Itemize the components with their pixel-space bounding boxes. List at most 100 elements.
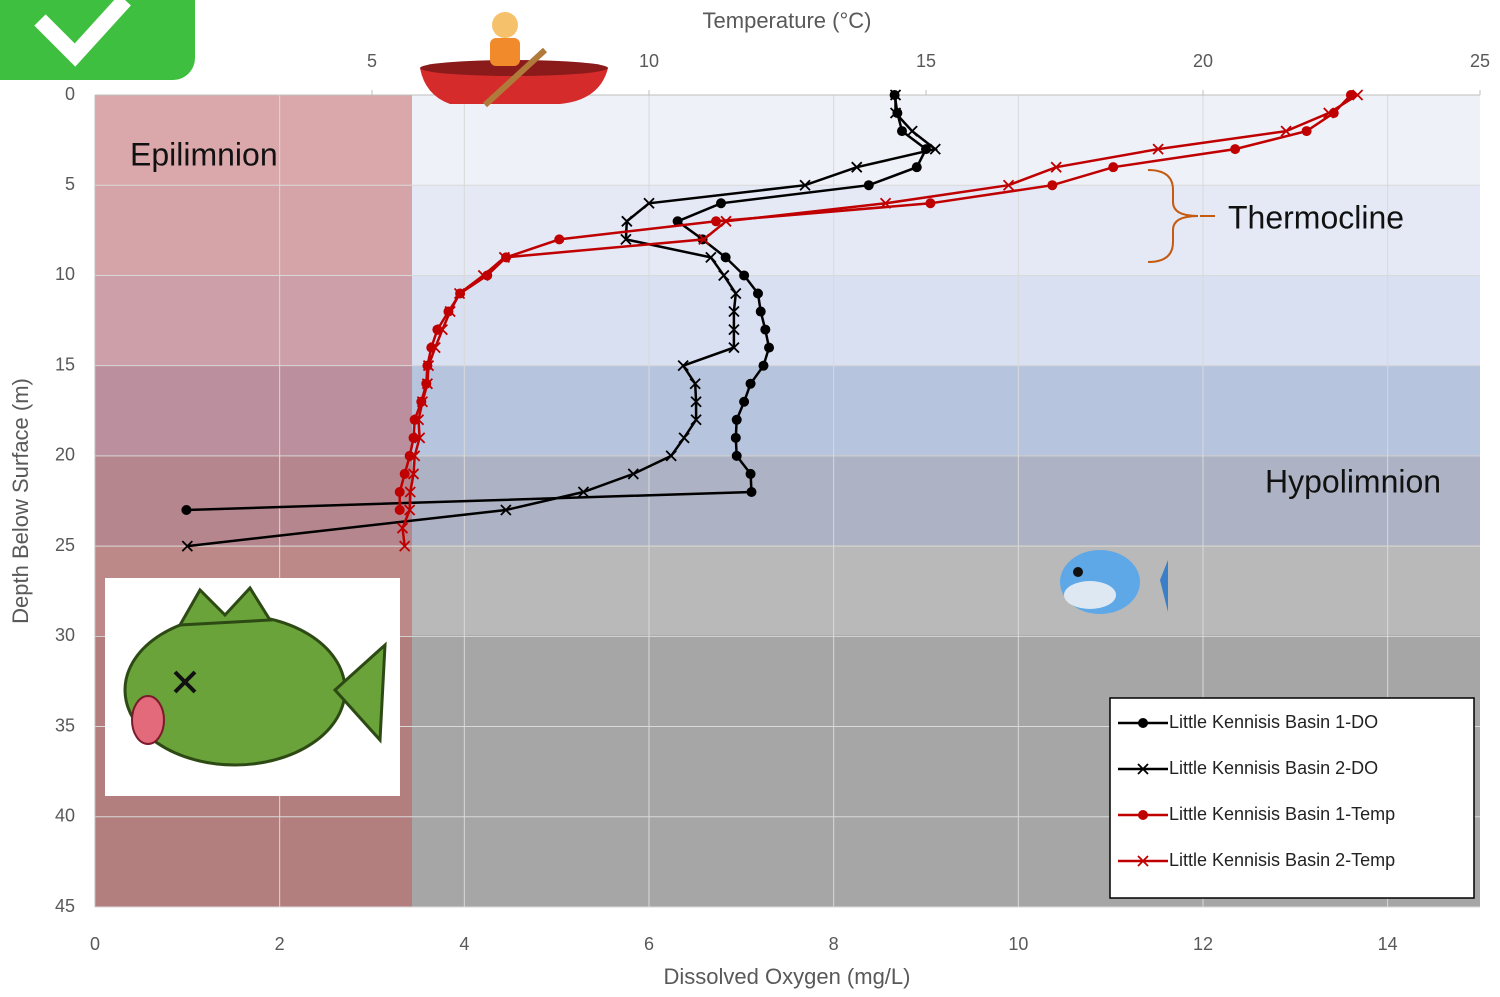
dead-fish-image — [105, 578, 400, 796]
legend-marker — [1137, 855, 1149, 867]
marker — [720, 215, 732, 227]
zone — [95, 275, 1480, 365]
x2-axis-label: Temperature (°C) — [703, 8, 872, 33]
x2-tick-label: 25 — [1470, 51, 1490, 71]
annotation: Hypolimnion — [1265, 463, 1441, 499]
marker — [1108, 162, 1119, 173]
x-tick-label: 14 — [1378, 934, 1398, 954]
marker — [1301, 126, 1312, 137]
marker — [554, 234, 565, 245]
marker — [498, 251, 511, 264]
marker — [407, 468, 420, 480]
annotation: Thermocline — [1228, 199, 1404, 235]
x2-tick-label: 5 — [367, 51, 377, 71]
y-tick-label: 10 — [55, 264, 75, 284]
marker — [889, 107, 902, 119]
marker — [643, 197, 655, 209]
green-check — [0, 0, 195, 80]
marker — [764, 342, 775, 353]
marker — [1351, 89, 1364, 101]
marker — [444, 305, 456, 318]
marker — [399, 468, 410, 479]
y-tick-label: 5 — [65, 174, 75, 194]
marker — [477, 269, 489, 282]
marker — [620, 233, 632, 245]
zone — [95, 95, 1480, 185]
marker — [728, 341, 740, 354]
legend-marker — [1137, 763, 1149, 775]
marker — [678, 432, 690, 444]
marker — [739, 270, 750, 281]
annotation: Epilimnion — [130, 136, 278, 172]
legend-label: Little Kennisis Basin 1-Temp — [1169, 804, 1395, 824]
marker — [690, 414, 702, 426]
legend-label: Little Kennisis Basin 1-DO — [1169, 712, 1378, 732]
marker — [755, 306, 766, 317]
fish-emoji — [1060, 550, 1168, 614]
marker — [711, 216, 722, 227]
y-tick-label: 25 — [55, 535, 75, 555]
x-tick-label: 12 — [1193, 934, 1213, 954]
marker — [906, 125, 918, 137]
y-tick-label: 40 — [55, 806, 75, 826]
marker — [760, 324, 771, 335]
marker — [627, 468, 639, 480]
x-tick-label: 8 — [829, 934, 839, 954]
marker — [718, 269, 730, 282]
marker — [716, 198, 727, 209]
marker — [799, 179, 811, 191]
x2-tick-label: 20 — [1193, 51, 1213, 71]
y-tick-label: 0 — [65, 84, 75, 104]
marker — [1002, 179, 1015, 191]
zone — [95, 185, 1480, 275]
marker — [731, 414, 742, 425]
marker — [851, 161, 863, 173]
marker — [731, 450, 742, 461]
x2-tick-label: 10 — [639, 51, 659, 71]
marker — [577, 486, 590, 498]
marker — [399, 540, 411, 552]
marker — [728, 305, 740, 318]
marker — [689, 378, 701, 390]
plot — [181, 89, 1364, 552]
marker — [416, 396, 429, 408]
marker — [863, 180, 874, 191]
legend-entries: Little Kennisis Basin 1-DO Little Kennisi… — [1118, 712, 1395, 870]
marker — [879, 197, 892, 209]
marker — [705, 251, 717, 264]
marker — [1050, 161, 1062, 173]
x-tick-label: 10 — [1008, 934, 1028, 954]
marker — [730, 432, 741, 443]
marker — [896, 126, 907, 137]
marker — [181, 505, 192, 516]
marker — [500, 504, 512, 516]
marker — [429, 341, 441, 354]
marker — [421, 378, 434, 390]
legend-marker — [1138, 718, 1148, 728]
x-tick-label: 4 — [459, 934, 469, 954]
marker — [404, 450, 415, 461]
marker — [745, 378, 756, 389]
bracket — [1147, 169, 1199, 263]
marker — [396, 522, 409, 534]
y-tick-label: 35 — [55, 715, 75, 735]
marker — [672, 216, 683, 227]
marker — [745, 468, 756, 479]
x-tick-label: 2 — [275, 934, 285, 954]
series-line — [401, 93, 1359, 547]
marker — [1047, 180, 1058, 191]
y-tick-label: 30 — [55, 625, 75, 645]
legend-box — [1109, 697, 1475, 899]
x2-tick-label: 15 — [916, 51, 936, 71]
y-tick-label: 45 — [55, 896, 75, 916]
marker — [929, 143, 941, 155]
legend-label: Little Kennisis Basin 2-Temp — [1169, 850, 1395, 870]
marker — [1152, 143, 1164, 155]
marker — [414, 432, 426, 444]
marker — [720, 252, 731, 263]
marker — [758, 360, 769, 371]
zone — [95, 365, 1480, 455]
marker — [746, 486, 757, 497]
marker — [621, 215, 633, 227]
